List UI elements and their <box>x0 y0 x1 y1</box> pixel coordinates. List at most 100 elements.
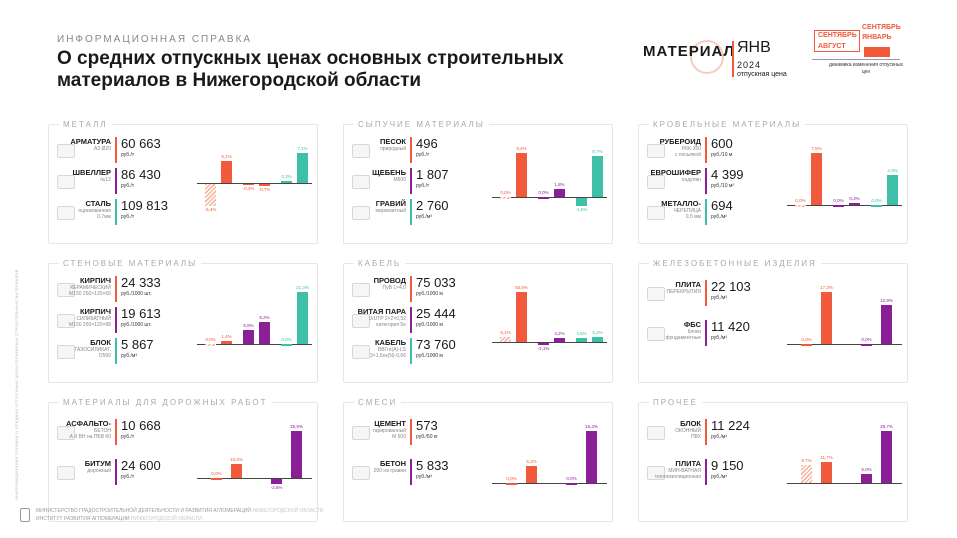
material-icon <box>647 327 665 341</box>
material-name: ЩЕБЕНЬ <box>372 168 406 177</box>
material-row: ПЛИТА ПЕРЕКРЫТИЯ 22 103 руб./м³ <box>639 279 789 310</box>
material-icon <box>57 144 75 158</box>
chart-bar-label: 0,0% <box>795 198 806 203</box>
chart-bar <box>811 153 822 205</box>
chart-axis <box>197 344 312 345</box>
material-sub2: 0,7мм <box>97 214 111 220</box>
legend-year: 2024 <box>737 60 762 70</box>
price-marker <box>115 338 117 364</box>
material-name: ГРАВИЙ <box>375 199 406 208</box>
material-sub2: А II ВН на ПБВ 60 <box>69 434 111 440</box>
chart-bar-label: 17,3% <box>820 285 833 290</box>
chart-bar <box>516 292 527 343</box>
chart-bar <box>592 156 603 198</box>
material-icon <box>352 345 370 359</box>
chart-bar-label: 0,0% <box>205 337 216 342</box>
material-sub: ондулин <box>681 177 701 183</box>
chart-bar-label: 16,3% <box>585 424 598 429</box>
material-sub: СИЛИКАТНЫЙ <box>76 316 111 322</box>
material-sub2: М150 250×120×88 <box>69 322 111 328</box>
material-name: ШВЕЛЛЕР <box>72 168 112 177</box>
material-sub: М600 <box>393 177 406 183</box>
material-row: ПРОВОД ПуВ 1×4,0 75 033 руб./1000 м <box>344 275 494 306</box>
chart-bar <box>881 431 892 483</box>
material-name: АРМАТУРА <box>70 137 111 146</box>
price-marker <box>705 137 707 163</box>
material-unit: руб./10 м <box>711 152 733 158</box>
legend-material-label: МАТЕРИАЛ <box>643 43 736 60</box>
material-name: ЕВРОШИФЕР <box>650 168 702 177</box>
material-price: 496 <box>416 136 438 151</box>
material-unit: руб./т <box>121 434 135 440</box>
material-sub: РКК-350 <box>681 146 701 152</box>
material-unit: руб./т <box>121 214 135 220</box>
material-row: БИТУМ дорожный 24 600 руб./т <box>49 458 199 489</box>
material-icon <box>647 175 665 189</box>
material-sub2: категория 5е <box>376 322 406 328</box>
chart-bar <box>586 431 597 483</box>
material-icon <box>57 206 75 220</box>
material-icon <box>57 345 75 359</box>
legend-sep-jan-label-2: ЯНВАРЬ <box>862 34 892 41</box>
chart-axis <box>787 205 902 206</box>
card-7: СМЕСИ ЦЕМЕНТ тарированный М 500 573 руб./50 к… <box>343 398 613 522</box>
chart-bar-label: 0,0% <box>500 190 511 196</box>
material-icon <box>352 206 370 220</box>
material-sub: БЕТОН <box>94 428 111 434</box>
price-marker <box>115 307 117 333</box>
chart-bar <box>297 153 308 183</box>
chart-bar <box>538 343 549 345</box>
page-kicker: ИНФОРМАЦИОННАЯ СПРАВКА <box>57 34 253 45</box>
material-price: 11 224 <box>711 418 750 433</box>
price-marker <box>410 168 412 194</box>
material-name: БЕТОН <box>379 459 406 468</box>
chart-bar <box>205 344 216 346</box>
price-marker <box>705 320 707 346</box>
material-name: ПЕСОК <box>379 137 406 146</box>
price-marker <box>705 459 707 485</box>
card-title: СТЕНОВЫЕ МАТЕРИАЛЫ <box>59 259 202 268</box>
chart-bar <box>592 337 603 343</box>
material-sub: блоки <box>687 329 701 335</box>
price-marker <box>115 199 117 225</box>
material-row: БЛОК ГАЗОСИЛИКАТ. D500 5 867 руб./м³ <box>49 337 199 368</box>
material-unit: руб./1000 м <box>416 322 443 328</box>
price-marker <box>410 338 412 364</box>
material-unit: руб./т <box>416 183 430 189</box>
material-sub: 200 на гравии <box>373 468 406 474</box>
chart-bar-label: 4,3% <box>887 168 898 174</box>
card-title: СЫПУЧИЕ МАТЕРИАЛЫ <box>354 120 489 129</box>
material-unit: руб./м² <box>711 214 728 220</box>
material-name: АСФАЛЬТО- <box>66 419 111 428</box>
chart-axis <box>492 342 607 344</box>
material-name: ПЛИТА <box>675 459 701 468</box>
material-sub2: 0,5 мм <box>685 214 701 220</box>
material-unit: руб./1000 м <box>416 291 443 297</box>
chart-axis <box>492 197 607 199</box>
price-dynamics-chart: 0,0% 10,6% -3,6% 35,9% <box>197 424 312 495</box>
chart-bar <box>795 205 806 207</box>
chart-bar-label: 9,7% <box>801 458 812 464</box>
price-dynamics-chart: 6,1% 55,8% -2,1% 4,2% 4,5% 5,2% <box>492 285 607 356</box>
material-name: ФБС <box>683 320 701 329</box>
chart-bar <box>849 202 860 205</box>
chart-bar-label: 0,0% <box>871 198 882 203</box>
legend-box-sep-jan <box>864 47 890 57</box>
chart-bar-label: 21,3% <box>296 285 309 290</box>
material-price: 2 760 <box>416 198 449 213</box>
chart-bar-label: 7,5% <box>811 146 822 151</box>
material-unit: руб./т <box>416 152 430 158</box>
chart-bar-label: 11,7% <box>820 454 833 460</box>
chart-bar-label: 10,6% <box>230 457 243 463</box>
material-unit: руб./м³ <box>711 295 728 301</box>
legend-circle-icon <box>690 40 724 74</box>
material-sub2: фундаментные <box>665 335 701 341</box>
card-title: МАТЕРИАЛЫ ДЛЯ ДОРОЖНЫХ РАБОТ <box>59 398 272 407</box>
material-icon <box>352 144 370 158</box>
chart-bar <box>801 344 812 346</box>
price-dynamics-chart: 0,0% 7,5% 0,0% 0,3% 0,0% 4,3% <box>787 146 902 217</box>
legend-sep-aug-label-2: АВГУСТ <box>818 43 846 50</box>
chart-bar-label: 5,2% <box>592 330 603 336</box>
card-2: КРОВЕЛЬНЫЕ МАТЕРИАЛЫ РУБЕРОИД РКК-350 с пос… <box>638 120 908 244</box>
chart-bar <box>821 292 832 344</box>
